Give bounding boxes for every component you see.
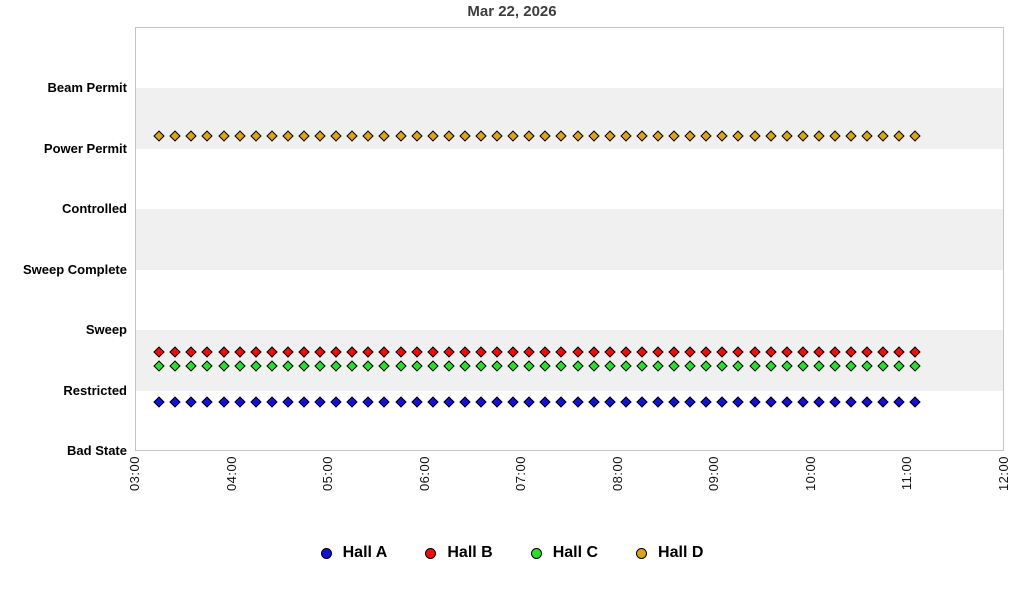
data-point-hall-a (571, 396, 584, 408)
data-point-hall-a (153, 396, 165, 408)
data-point-hall-a (716, 396, 729, 408)
data-point-hall-a (748, 396, 761, 408)
data-point-hall-a (475, 396, 487, 408)
data-point-hall-a (829, 396, 841, 408)
x-label-0300: 03:00 (127, 456, 142, 492)
legend-label: Hall C (552, 544, 599, 561)
data-point-hall-a (555, 396, 568, 408)
state-band (135, 88, 1004, 149)
data-point-hall-a (459, 396, 471, 408)
data-point-hall-a (427, 396, 439, 408)
data-point-hall-a (604, 396, 616, 408)
data-point-hall-a (813, 396, 825, 408)
y-label-power-permit: Power Permit (43, 140, 127, 156)
data-point-hall-a (587, 396, 600, 408)
data-point-hall-a (732, 396, 745, 408)
data-point-hall-a (330, 396, 342, 408)
data-point-hall-a (346, 396, 358, 408)
data-point-hall-a (491, 396, 503, 408)
data-point-hall-a (700, 396, 712, 408)
legend-marker-icon (530, 547, 542, 559)
data-point-hall-a (539, 396, 552, 408)
data-point-hall-a (394, 396, 407, 408)
data-point-hall-a (652, 396, 664, 408)
legend-item-hall-c: Hall C (530, 544, 599, 562)
legend-marker-icon (636, 547, 648, 559)
x-label-1100: 11:00 (899, 456, 915, 491)
x-label-0900: 09:00 (706, 456, 722, 492)
data-point-hall-a (764, 396, 777, 408)
y-label-controlled: Controlled (62, 201, 127, 216)
legend-label: Hall B (447, 544, 493, 561)
legend-label: Hall D (658, 544, 704, 561)
data-point-hall-a (861, 396, 873, 408)
legend-label: Hall A (342, 544, 388, 561)
data-point-hall-a (410, 396, 423, 408)
x-label-1200: 12:00 (996, 456, 1011, 492)
data-point-hall-a (507, 396, 519, 408)
data-point-hall-a (909, 396, 922, 408)
data-point-hall-a (877, 396, 889, 408)
data-point-hall-a (314, 396, 326, 408)
x-label-0700: 07:00 (513, 456, 529, 492)
data-point-hall-a (668, 396, 680, 408)
data-point-hall-a (201, 396, 214, 408)
data-point-hall-a (797, 396, 809, 408)
data-point-hall-a (298, 396, 310, 408)
data-point-hall-a (169, 396, 181, 408)
y-label-sweep: Sweep (85, 322, 127, 337)
legend: Hall A Hall B Hall C Hall D (0, 544, 1024, 562)
data-point-hall-a (217, 396, 230, 408)
data-point-hall-a (250, 396, 262, 408)
data-point-hall-a (443, 396, 455, 408)
x-label-0500: 05:00 (320, 456, 336, 492)
data-point-hall-a (781, 396, 793, 408)
x-label-1000: 10:00 (802, 456, 818, 492)
y-label-sweep-complete: Sweep Complete (22, 261, 127, 277)
data-point-hall-a (845, 396, 857, 408)
data-point-hall-a (523, 396, 535, 408)
x-label-0400: 04:00 (223, 456, 239, 492)
data-point-hall-a (266, 396, 278, 408)
y-label-bad-state: Bad State (67, 443, 127, 458)
data-point-hall-a (684, 396, 696, 408)
data-point-hall-a (233, 396, 246, 408)
legend-item-hall-d: Hall D (636, 544, 703, 562)
legend-marker-icon (425, 547, 437, 559)
chart-title: Mar 22, 2026 (467, 3, 557, 20)
data-point-hall-a (185, 396, 197, 408)
x-label-0600: 06:00 (416, 456, 432, 492)
data-point-hall-a (893, 396, 906, 408)
data-point-hall-a (282, 396, 294, 408)
data-point-hall-a (362, 396, 374, 408)
legend-item-hall-a: Hall A (320, 544, 388, 562)
state-band (135, 209, 1004, 270)
legend-item-hall-b: Hall B (425, 544, 493, 562)
state-band (135, 330, 1004, 391)
data-point-hall-a (620, 396, 632, 408)
data-point-hall-a (378, 396, 391, 408)
legend-marker-icon (320, 547, 332, 559)
x-label-0800: 08:00 (609, 456, 625, 492)
data-point-hall-a (636, 396, 648, 408)
y-label-restricted: Restricted (63, 382, 127, 398)
y-label-beam-permit: Beam Permit (47, 80, 127, 95)
